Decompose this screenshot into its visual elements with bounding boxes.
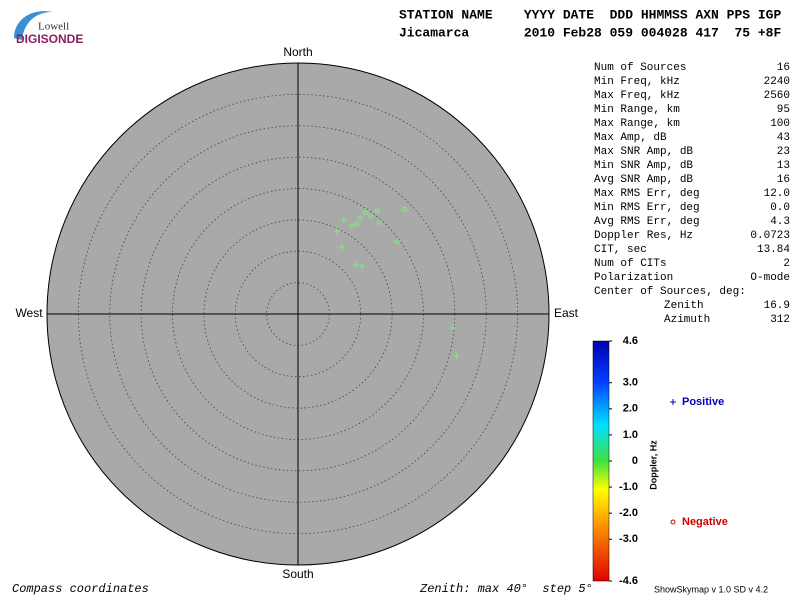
stat-label: Max Range, km <box>594 118 680 130</box>
stat-value: 12.0 <box>764 188 790 200</box>
stat-label: Avg RMS Err, deg <box>594 216 700 228</box>
source-point <box>449 324 456 331</box>
source-point <box>340 216 347 223</box>
colorbar-tick-label: 1.0 <box>623 429 638 441</box>
stat-value: 0.0 <box>770 202 790 214</box>
source-point <box>363 209 369 215</box>
source-point <box>354 221 360 227</box>
legend-label: Positive <box>682 396 724 408</box>
colorbar <box>592 340 610 582</box>
stat-value: 100 <box>770 118 790 130</box>
colorbar-tick-label: -3.0 <box>619 533 638 545</box>
compass-south: South <box>282 567 313 581</box>
stat-label: Doppler Res, Hz <box>594 230 693 242</box>
stat-value: 13.84 <box>757 244 790 256</box>
colorbar-tick-label: -4.6 <box>619 575 638 587</box>
stat-value: 2 <box>783 258 790 270</box>
compass-north: North <box>283 45 312 59</box>
compass-west: West <box>15 306 43 320</box>
colorbar-tick-label: 0 <box>632 455 638 467</box>
stat-value: 16 <box>777 174 790 186</box>
colorbar-tick-label: 2.0 <box>623 403 638 415</box>
stat-value: 0.0723 <box>750 230 790 242</box>
stat-value: O-mode <box>750 272 790 284</box>
source-point <box>352 262 359 269</box>
source-point <box>376 219 382 225</box>
legend-marker <box>670 519 676 525</box>
source-point <box>374 208 380 214</box>
stat-label: Avg SNR Amp, dB <box>594 174 693 186</box>
stat-value: 13 <box>777 160 790 172</box>
stat-value: 4.3 <box>770 216 790 228</box>
colorbar-tick-label: 4.6 <box>623 335 638 347</box>
stat-label: Min Freq, kHz <box>594 76 680 88</box>
stat-label: Min Range, km <box>594 104 680 116</box>
stat-label: CIT, sec <box>594 244 647 256</box>
stat-value: 23 <box>777 146 790 158</box>
center-label: Zenith <box>664 300 704 312</box>
stat-value: 2560 <box>764 90 790 102</box>
stat-value: 2240 <box>764 76 790 88</box>
legend-label: Negative <box>682 516 728 528</box>
stat-label: Num of Sources <box>594 62 686 74</box>
center-title: Center of Sources, deg: <box>594 286 746 298</box>
colorbar-tick-label: -1.0 <box>619 481 638 493</box>
colorbar-label: Doppler, Hz <box>648 440 658 490</box>
source-point <box>453 353 460 360</box>
source-point <box>394 239 400 245</box>
colorbar-tick-label: 3.0 <box>623 377 638 389</box>
footer-left: Compass coordinates <box>12 582 149 596</box>
stat-value: 43 <box>777 132 790 144</box>
logo-bottom: DIGISONDE <box>16 32 83 46</box>
footer-right: ShowSkymap v 1.0 SD v 4.2 <box>654 584 768 594</box>
footer-center: Zenith: max 40° step 5° <box>419 582 593 596</box>
header-labels: STATION NAME YYYY DATE DDD HHMMSS AXN PP… <box>399 7 781 22</box>
stat-label: Min SNR Amp, dB <box>594 160 693 172</box>
logo-top: Lowell <box>38 21 69 33</box>
stat-label: Max SNR Amp, dB <box>594 146 693 158</box>
stat-label: Num of CITs <box>594 258 667 270</box>
logo-swoosh <box>14 11 52 40</box>
center-value: 16.9 <box>764 300 790 312</box>
center-value: 312 <box>770 314 790 326</box>
source-point <box>338 243 345 250</box>
legend-marker <box>670 399 676 405</box>
colorbar-tick-label: -2.0 <box>619 507 638 519</box>
compass-east: East <box>554 306 579 320</box>
stat-label: Max Amp, dB <box>594 132 667 144</box>
stat-value: 95 <box>777 104 790 116</box>
stat-label: Max RMS Err, deg <box>594 188 700 200</box>
source-point <box>402 206 408 212</box>
stat-label: Min RMS Err, deg <box>594 202 700 214</box>
source-point <box>349 223 355 229</box>
header-values: Jicamarca 2010 Feb28 059 004028 417 75 +… <box>399 25 781 40</box>
source-point <box>333 228 340 235</box>
stat-value: 16 <box>777 62 790 74</box>
source-point <box>368 213 374 219</box>
stat-label: Max Freq, kHz <box>594 90 680 102</box>
source-point <box>359 263 366 270</box>
source-point <box>357 215 363 221</box>
stat-label: Polarization <box>594 272 673 284</box>
center-label: Azimuth <box>664 314 710 326</box>
